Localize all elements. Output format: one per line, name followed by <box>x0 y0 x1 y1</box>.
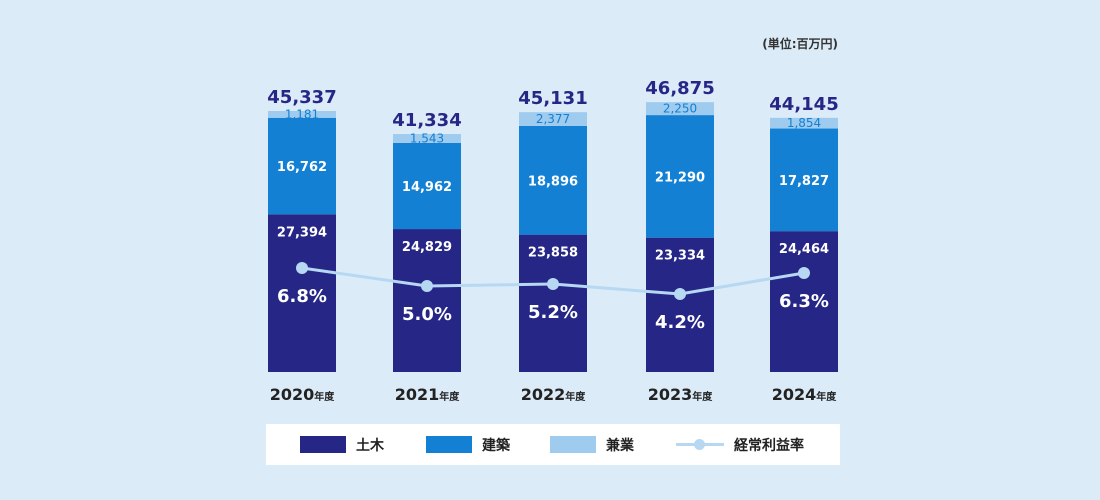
legend-label-ratio: 経常利益率 <box>734 437 804 454</box>
bar-segment-doboku <box>770 231 838 372</box>
legend-line-dot <box>694 439 705 450</box>
legend-label-kenchiku: 建築 <box>482 437 510 454</box>
legend-label-kengyo: 兼業 <box>606 437 634 454</box>
data-label-kenchiku: 14,962 <box>402 180 452 195</box>
bar-segment-kenchiku <box>519 125 587 235</box>
data-label-kengyo: 1,854 <box>787 116 821 130</box>
bars-group <box>268 102 838 372</box>
legend-item-kengyo: 兼業 <box>550 424 634 465</box>
bar-segment-kengyo <box>268 111 336 118</box>
data-label-doboku: 24,464 <box>779 242 829 257</box>
data-label-doboku: 23,858 <box>528 246 578 261</box>
data-label-kengyo: 2,250 <box>663 102 697 116</box>
total-label: 44,145 <box>769 94 838 115</box>
legend-swatch-kenchiku <box>426 436 472 453</box>
legend-swatch-doboku <box>300 436 346 453</box>
legend-item-doboku: 土木 <box>300 424 384 465</box>
legend-label-doboku: 土木 <box>356 437 384 454</box>
data-label-kenchiku: 18,896 <box>528 174 578 189</box>
bar-segment-kengyo <box>519 112 587 126</box>
bar-segment-doboku <box>393 229 461 372</box>
bar-segment-kenchiku <box>646 115 714 238</box>
bar-segment-kengyo <box>393 134 461 143</box>
x-tick-label: 2021年度 <box>395 385 461 404</box>
ratio-point <box>421 280 433 292</box>
data-label-kenchiku: 21,290 <box>655 170 705 185</box>
total-label: 45,337 <box>267 87 336 108</box>
unit-label: (単位:百万円) <box>762 36 838 51</box>
bar-segment-doboku <box>519 234 587 372</box>
total-label: 45,131 <box>518 88 587 109</box>
data-label-kengyo: 1,543 <box>410 131 444 145</box>
bar-segment-kengyo <box>770 117 838 129</box>
total-label: 46,875 <box>645 78 714 99</box>
x-tick-label: 2023年度 <box>648 385 714 404</box>
legend-item-kenchiku: 建築 <box>426 424 510 465</box>
bar-segment-doboku <box>646 237 714 372</box>
data-label-doboku: 23,334 <box>655 249 705 264</box>
data-label-kengyo: 2,377 <box>536 112 570 126</box>
ratio-point <box>674 288 686 300</box>
data-label-doboku: 27,394 <box>277 225 327 240</box>
ratio-label: 6.8% <box>277 286 327 307</box>
ratio-label: 6.3% <box>779 291 829 312</box>
x-tick-label: 2020年度 <box>270 385 336 404</box>
ratio-label: 5.0% <box>402 304 452 325</box>
ratio-point <box>798 267 810 279</box>
ratio-line-group <box>296 262 810 300</box>
data-label-kenchiku: 17,827 <box>779 174 829 189</box>
data-label-kengyo: 1,181 <box>285 107 319 121</box>
data-label-doboku: 24,829 <box>402 240 452 255</box>
legend-line-marker <box>676 436 724 453</box>
ratio-label: 5.2% <box>528 302 578 323</box>
x-tick-label: 2022年度 <box>521 385 587 404</box>
bar-segment-kenchiku <box>268 117 336 215</box>
legend-swatch-kengyo <box>550 436 596 453</box>
legend: 土木 建築 兼業 経常利益率 <box>266 424 840 465</box>
ratio-label: 4.2% <box>655 312 705 333</box>
bar-segment-kenchiku <box>770 128 838 232</box>
bar-segment-doboku <box>268 214 336 372</box>
x-tick-label: 2024年度 <box>772 385 838 404</box>
ratio-point <box>547 278 559 290</box>
ratio-point <box>296 262 308 274</box>
bar-segment-kenchiku <box>393 142 461 230</box>
legend-item-ratio: 経常利益率 <box>676 424 804 465</box>
data-label-kenchiku: 16,762 <box>277 160 327 175</box>
bar-segment-kengyo <box>646 102 714 116</box>
total-label: 41,334 <box>392 110 461 131</box>
